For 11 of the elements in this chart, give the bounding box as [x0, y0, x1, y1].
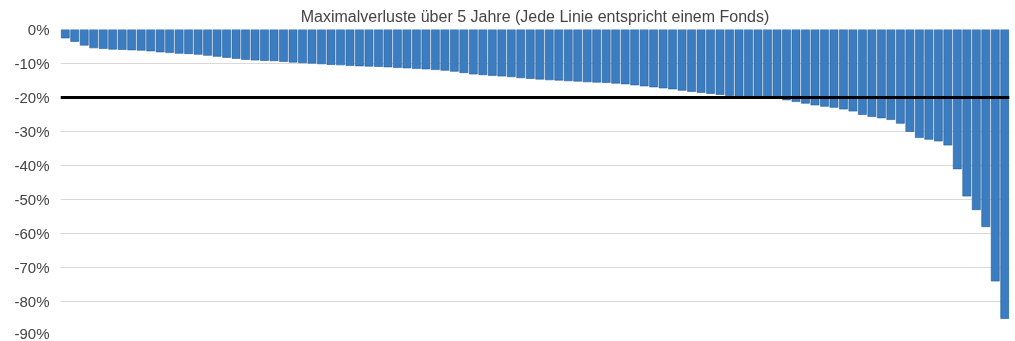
y-tick-label: -10%: [14, 55, 50, 72]
y-tick-label: -90%: [14, 324, 50, 341]
y-tick-label: -50%: [14, 191, 50, 208]
y-tick-label: -60%: [14, 225, 50, 242]
chart-title: Maximalverluste über 5 Jahre (Jede Linie entspricht einem Fonds): [300, 7, 770, 25]
y-tick-label: 0%: [27, 21, 50, 38]
y-tick-label: -70%: [14, 259, 50, 276]
y-tick-label: -40%: [14, 157, 50, 174]
y-tick-label: -20%: [14, 89, 50, 106]
y-tick-label: -30%: [14, 123, 50, 140]
y-tick-label: -80%: [14, 293, 50, 310]
